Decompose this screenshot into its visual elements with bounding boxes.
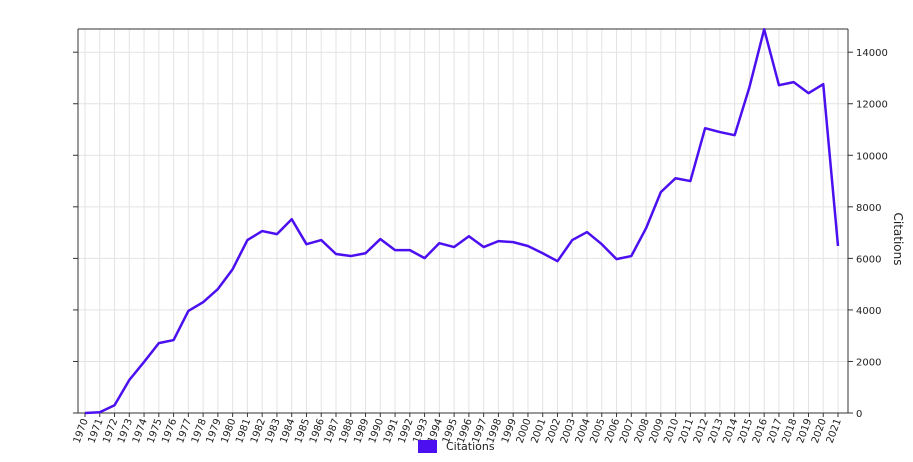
- y-tick-label: 2000: [856, 357, 881, 368]
- y-tick-label: 10000: [856, 151, 888, 162]
- y-tick-label: 4000: [856, 306, 881, 317]
- y-tick-label: 0: [856, 409, 862, 420]
- data-line: [84, 28, 840, 415]
- y-axis-title: Citations: [891, 212, 905, 265]
- legend-label: Citations: [446, 440, 495, 453]
- y-tick-label: 12000: [856, 100, 888, 111]
- y-tick-label: 14000: [856, 48, 888, 59]
- y-tick-label: 8000: [856, 203, 881, 214]
- legend-swatch: [418, 440, 437, 453]
- y-tick-label: 6000: [856, 254, 881, 265]
